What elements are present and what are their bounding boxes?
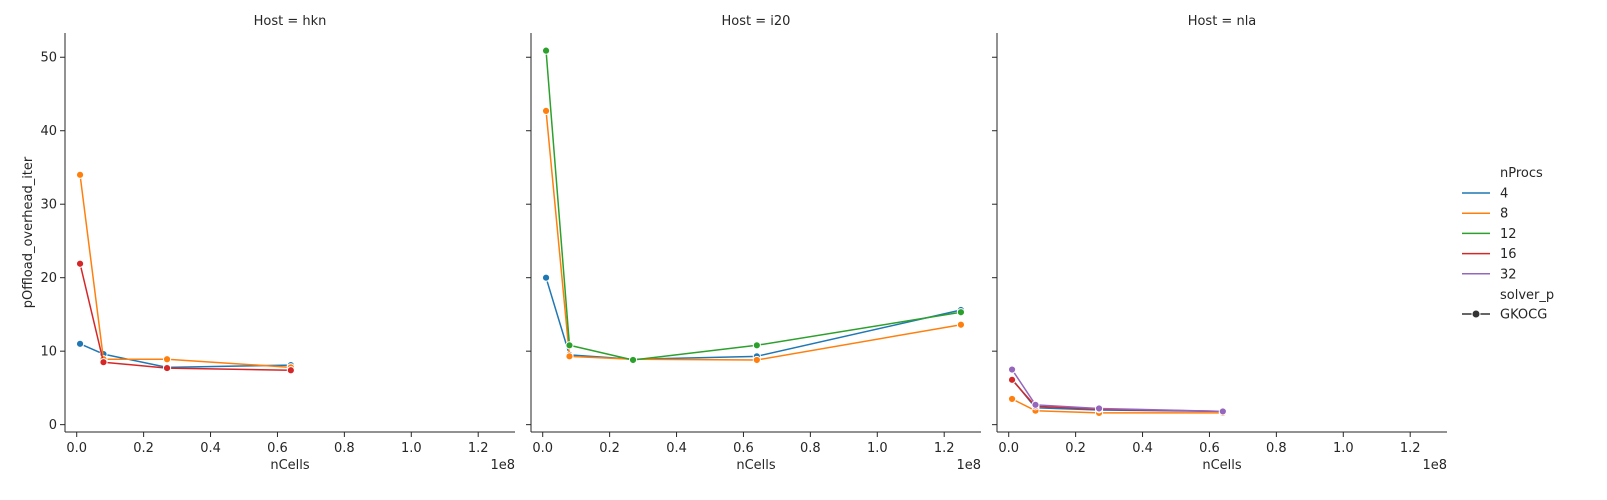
data-point-12 bbox=[752, 341, 761, 350]
panel-title: Host = i20 bbox=[722, 14, 791, 29]
series-line-32 bbox=[1011, 369, 1223, 413]
data-point-12 bbox=[956, 308, 966, 317]
x-offset-text: 1e8 bbox=[1422, 458, 1447, 473]
data-point-8 bbox=[541, 106, 551, 115]
data-point-32 bbox=[1094, 404, 1104, 413]
panel-title: Host = hkn bbox=[254, 14, 327, 29]
series-line-8 bbox=[79, 174, 291, 369]
x-tick-label: 0.2 bbox=[1065, 441, 1086, 456]
x-tick-label: 0.8 bbox=[800, 441, 821, 456]
data-point-16 bbox=[286, 366, 295, 375]
data-point-12 bbox=[541, 46, 551, 55]
data-point-4 bbox=[541, 273, 551, 282]
data-point-32 bbox=[1031, 400, 1040, 409]
x-tick-label: 0.0 bbox=[66, 441, 87, 456]
data-point-8 bbox=[75, 170, 85, 179]
x-tick-label: 1.2 bbox=[468, 441, 489, 456]
legend-label-12: 12 bbox=[1500, 227, 1517, 242]
panel-1: Host = i20 0.0 0.2 0.4 0.6 0.8 1.0 1.2 nCells 1e8 bbox=[526, 14, 981, 473]
data-point-4 bbox=[75, 339, 85, 348]
x-tick-label: 1.2 bbox=[934, 441, 955, 456]
legend-style-marker bbox=[1471, 309, 1481, 319]
x-offset-text: 1e8 bbox=[956, 458, 981, 473]
x-tick-label: 1.0 bbox=[401, 441, 422, 456]
x-tick-label: 0.6 bbox=[1199, 441, 1220, 456]
x-offset-text: 1e8 bbox=[490, 458, 515, 473]
x-tick-label: 1.0 bbox=[1333, 441, 1354, 456]
x-tick-label: 0.4 bbox=[666, 441, 687, 456]
data-point-16 bbox=[1007, 375, 1017, 384]
panel-title: Host = nla bbox=[1188, 14, 1257, 29]
x-tick-label: 0.6 bbox=[733, 441, 754, 456]
data-point-8 bbox=[752, 355, 761, 365]
x-axis-label: nCells bbox=[736, 458, 776, 473]
x-axis-label: nCells bbox=[1202, 458, 1242, 473]
legend-label-8: 8 bbox=[1500, 207, 1508, 222]
legend-label-4: 4 bbox=[1500, 187, 1508, 202]
x-axis-label: nCells bbox=[270, 458, 310, 473]
x-tick-label: 0.2 bbox=[133, 441, 154, 456]
panel-2: Host = nla 0.0 0.2 0.4 0.6 0.8 1.0 1.2 nCells 1e8 bbox=[992, 14, 1447, 473]
data-point-8 bbox=[956, 320, 966, 329]
x-tick-label: 0.4 bbox=[1132, 441, 1153, 456]
data-point-8 bbox=[1007, 394, 1017, 404]
series-line-16 bbox=[1011, 379, 1223, 413]
data-point-12 bbox=[628, 355, 638, 365]
series-line-16 bbox=[79, 263, 291, 372]
x-tick-label: 1.0 bbox=[867, 441, 888, 456]
series-line-4 bbox=[79, 343, 291, 369]
data-point-8 bbox=[162, 355, 172, 364]
data-point-16 bbox=[99, 358, 108, 367]
legend-style-title: solver_p bbox=[1500, 288, 1554, 303]
x-tick-label: 0.6 bbox=[267, 441, 288, 456]
y-tick-label: 20 bbox=[40, 271, 57, 286]
y-tick-label: 50 bbox=[40, 51, 57, 66]
x-tick-label: 0.0 bbox=[998, 441, 1019, 456]
data-point-8 bbox=[565, 352, 574, 361]
y-tick-label: 0 bbox=[49, 418, 57, 433]
legend-label-16: 16 bbox=[1500, 247, 1517, 262]
data-point-12 bbox=[565, 341, 574, 350]
y-tick-label: 10 bbox=[40, 345, 57, 360]
series-line-12 bbox=[545, 50, 962, 361]
legend: nProcs 4 8 12 16 32 solver_p GKOCG bbox=[1462, 166, 1554, 323]
y-axis-label: pOffload_overhead_iter bbox=[21, 156, 36, 308]
x-tick-label: 0.0 bbox=[532, 441, 553, 456]
data-point-16 bbox=[75, 259, 85, 268]
y-tick-label: 30 bbox=[40, 198, 57, 213]
legend-label-32: 32 bbox=[1500, 267, 1517, 282]
x-tick-label: 0.2 bbox=[599, 441, 620, 456]
data-point-32 bbox=[1218, 407, 1227, 416]
y-tick-label: 40 bbox=[40, 124, 57, 139]
panel-0: Host = hkn 0.0 0.2 0.4 0.6 0.8 1.0 1.2 nCells 1e8… bbox=[21, 14, 515, 473]
x-tick-label: 0.4 bbox=[200, 441, 221, 456]
legend-title: nProcs bbox=[1500, 166, 1543, 181]
series-line-8 bbox=[1011, 398, 1223, 414]
data-point-16 bbox=[162, 363, 172, 373]
x-tick-label: 1.2 bbox=[1400, 441, 1421, 456]
data-point-32 bbox=[1007, 365, 1017, 374]
x-tick-label: 0.8 bbox=[334, 441, 355, 456]
x-tick-label: 0.8 bbox=[1266, 441, 1287, 456]
legend-style-label: GKOCG bbox=[1500, 308, 1547, 323]
